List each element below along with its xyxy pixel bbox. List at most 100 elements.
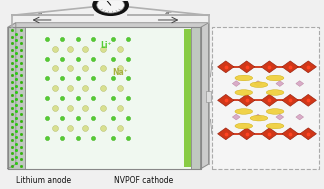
- Point: [83, 67, 88, 70]
- Point: [14, 155, 19, 158]
- Polygon shape: [232, 81, 240, 86]
- Point: [14, 45, 19, 48]
- Polygon shape: [238, 61, 255, 73]
- Point: [18, 67, 24, 70]
- Bar: [184, 29, 191, 167]
- Point: [60, 57, 65, 60]
- Point: [75, 116, 80, 119]
- Polygon shape: [8, 23, 16, 169]
- Ellipse shape: [250, 115, 268, 121]
- Point: [125, 77, 131, 80]
- Point: [18, 93, 24, 96]
- Point: [44, 57, 50, 60]
- Polygon shape: [254, 81, 262, 86]
- Point: [44, 97, 50, 100]
- Point: [83, 47, 88, 50]
- Point: [44, 116, 50, 119]
- Point: [18, 42, 24, 45]
- Point: [60, 77, 65, 80]
- Polygon shape: [282, 61, 298, 73]
- Point: [14, 84, 19, 87]
- Point: [18, 152, 24, 155]
- Point: [125, 57, 131, 60]
- Text: Li⁺: Li⁺: [100, 41, 112, 50]
- Point: [18, 55, 24, 58]
- Polygon shape: [218, 61, 234, 73]
- Polygon shape: [261, 128, 278, 140]
- Point: [101, 87, 106, 90]
- Text: e⁻: e⁻: [164, 11, 172, 17]
- Point: [9, 139, 15, 142]
- Point: [14, 65, 19, 68]
- Point: [75, 97, 80, 100]
- Point: [18, 158, 24, 161]
- Point: [14, 116, 19, 119]
- Point: [101, 67, 106, 70]
- Ellipse shape: [266, 90, 284, 95]
- Point: [83, 106, 88, 109]
- Point: [18, 139, 24, 142]
- Point: [267, 65, 272, 68]
- Point: [118, 87, 123, 90]
- Point: [44, 77, 50, 80]
- Point: [44, 37, 50, 40]
- Point: [118, 106, 123, 109]
- Polygon shape: [300, 61, 317, 73]
- Polygon shape: [261, 94, 278, 106]
- Text: e⁻: e⁻: [38, 11, 46, 17]
- Polygon shape: [261, 61, 278, 73]
- Point: [288, 65, 293, 68]
- Bar: [191, 27, 201, 169]
- Point: [110, 37, 115, 40]
- Point: [18, 164, 24, 167]
- Point: [14, 58, 19, 61]
- Ellipse shape: [250, 82, 268, 88]
- Polygon shape: [282, 128, 298, 140]
- Polygon shape: [232, 114, 240, 120]
- Point: [83, 87, 88, 90]
- Point: [67, 67, 73, 70]
- Point: [223, 65, 228, 68]
- Point: [14, 91, 19, 94]
- Point: [118, 67, 123, 70]
- Point: [306, 65, 311, 68]
- Point: [9, 106, 15, 109]
- Polygon shape: [276, 114, 284, 120]
- Point: [101, 106, 106, 109]
- Point: [14, 104, 19, 107]
- Point: [67, 87, 73, 90]
- Point: [14, 110, 19, 113]
- Point: [9, 93, 15, 96]
- Point: [244, 65, 249, 68]
- Point: [52, 87, 57, 90]
- Point: [14, 32, 19, 35]
- Point: [9, 29, 15, 32]
- Point: [9, 113, 15, 116]
- Point: [52, 126, 57, 129]
- Point: [18, 29, 24, 32]
- Point: [9, 61, 15, 64]
- Point: [90, 57, 95, 60]
- Point: [9, 42, 15, 45]
- Point: [14, 123, 19, 126]
- Ellipse shape: [266, 75, 284, 81]
- Point: [90, 116, 95, 119]
- Point: [9, 100, 15, 103]
- Point: [9, 145, 15, 148]
- Point: [118, 47, 123, 50]
- Point: [288, 132, 293, 135]
- Point: [18, 119, 24, 122]
- Point: [90, 136, 95, 139]
- Point: [14, 78, 19, 81]
- Point: [9, 164, 15, 167]
- Point: [110, 116, 115, 119]
- Point: [101, 47, 106, 50]
- Polygon shape: [8, 23, 209, 27]
- Polygon shape: [254, 114, 262, 120]
- Point: [125, 116, 131, 119]
- Point: [110, 77, 115, 80]
- Point: [18, 35, 24, 38]
- Text: Lithium anode: Lithium anode: [16, 176, 71, 185]
- Bar: [16, 23, 209, 164]
- Point: [52, 67, 57, 70]
